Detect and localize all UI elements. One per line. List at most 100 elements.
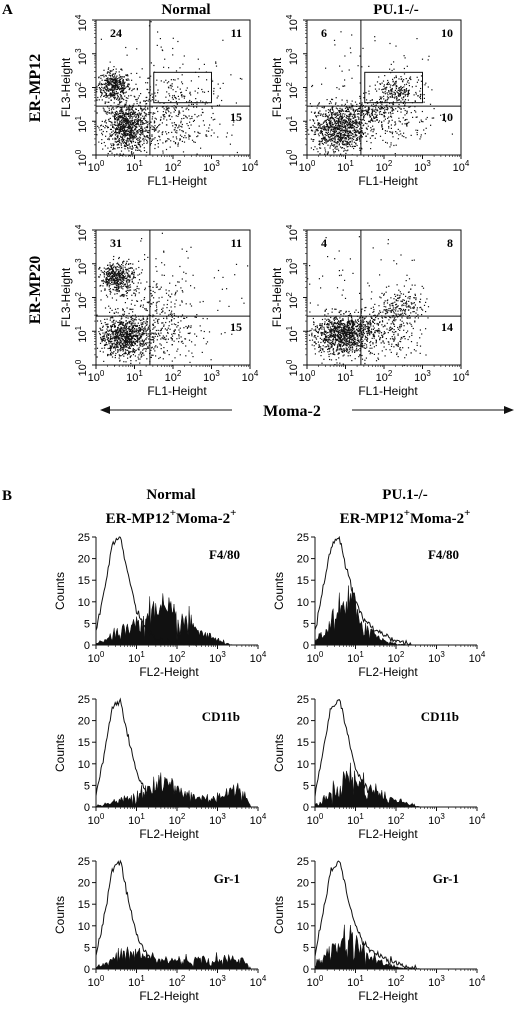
dot-point (404, 57, 406, 59)
dot-point (406, 110, 408, 112)
dot-point (120, 133, 123, 135)
dot-point (130, 129, 132, 131)
dot-point (379, 113, 381, 115)
dot-point (128, 128, 130, 130)
dot-point (125, 331, 127, 333)
dot-point (112, 92, 114, 94)
dot-point (340, 153, 342, 155)
dot-point (329, 133, 331, 135)
dot-point (350, 112, 352, 114)
dot-point (416, 134, 418, 136)
dot-point (324, 133, 326, 136)
dot-point (117, 289, 119, 291)
dot-plot-2: 6 1010100100101101102102103103104104FL1-H… (270, 14, 470, 188)
dot-point (385, 87, 387, 89)
dot-point (116, 335, 118, 338)
dot-point (122, 331, 124, 333)
dot-point (140, 117, 142, 119)
dot-point (143, 136, 145, 138)
dot-point (313, 139, 315, 141)
dot-point (311, 85, 313, 88)
dot-point (376, 110, 378, 112)
dot-point (321, 130, 323, 133)
dot-point (137, 118, 139, 120)
dot-point (168, 87, 170, 89)
dot-point (113, 323, 115, 325)
dot-point (131, 79, 133, 81)
dot-point (138, 333, 140, 335)
dot-point (140, 124, 142, 126)
dot-point (181, 94, 183, 96)
dot-point (381, 82, 383, 84)
dot-point (124, 340, 126, 342)
dot-point (146, 99, 148, 102)
dot-point (136, 340, 138, 343)
dot-point (142, 115, 144, 117)
dot-point (345, 130, 347, 132)
dot-point (111, 338, 114, 340)
dot-point (126, 325, 128, 327)
dot-point (219, 123, 221, 125)
dot-point (354, 120, 356, 122)
dot-point (118, 285, 120, 287)
dot-point (116, 111, 118, 113)
dot-point (140, 300, 142, 302)
dot-point (115, 266, 117, 268)
dot-point (359, 102, 361, 104)
dot-point (103, 87, 105, 89)
dot-point (122, 269, 124, 271)
dot-point (143, 135, 145, 137)
dot-point (107, 339, 109, 342)
dot-point (399, 94, 401, 96)
dot-point (145, 332, 147, 334)
dot-point (122, 118, 124, 120)
dot-point (126, 337, 128, 339)
dot-point (115, 76, 117, 78)
dot-point (347, 115, 349, 117)
dot-point (123, 86, 125, 88)
dot-point (369, 114, 371, 116)
dot-point (203, 124, 205, 126)
dot-point (118, 257, 120, 260)
dot-point (343, 135, 345, 137)
dot-point (321, 140, 323, 142)
dot-point (338, 129, 341, 131)
y-tick-label: 101 (74, 115, 89, 132)
dot-point (347, 149, 349, 151)
dot-point (335, 146, 337, 148)
dot-point (121, 323, 123, 325)
dot-point (126, 113, 128, 115)
dot-point (352, 114, 354, 116)
dot-point (370, 148, 372, 150)
dot-point (143, 108, 145, 110)
dot-point (366, 111, 368, 113)
dot-point (124, 349, 126, 351)
dot-point (115, 128, 117, 130)
dot-point (106, 81, 108, 83)
dot-point (125, 262, 127, 264)
dot-point (356, 122, 358, 124)
dot-point (105, 271, 107, 273)
dot-point (359, 106, 361, 108)
dot-point (111, 79, 113, 81)
dot-point (166, 140, 168, 142)
dot-point (329, 138, 331, 140)
dot-point (109, 277, 111, 279)
dot-point (347, 109, 349, 111)
dot-point (113, 91, 116, 93)
dot-point (125, 135, 127, 137)
dot-point (367, 111, 369, 113)
dot-point (139, 144, 141, 146)
dot-point (135, 99, 137, 101)
dot-point (166, 107, 168, 109)
dot-point (147, 335, 149, 337)
dot-point (125, 125, 127, 127)
dot-point (145, 348, 147, 350)
dot-point (181, 74, 183, 76)
dot-point (181, 107, 183, 109)
dot-point (105, 343, 107, 345)
dot-point (123, 114, 125, 116)
dot-point (117, 114, 119, 116)
dot-point (141, 345, 143, 347)
dot-point (341, 109, 343, 111)
